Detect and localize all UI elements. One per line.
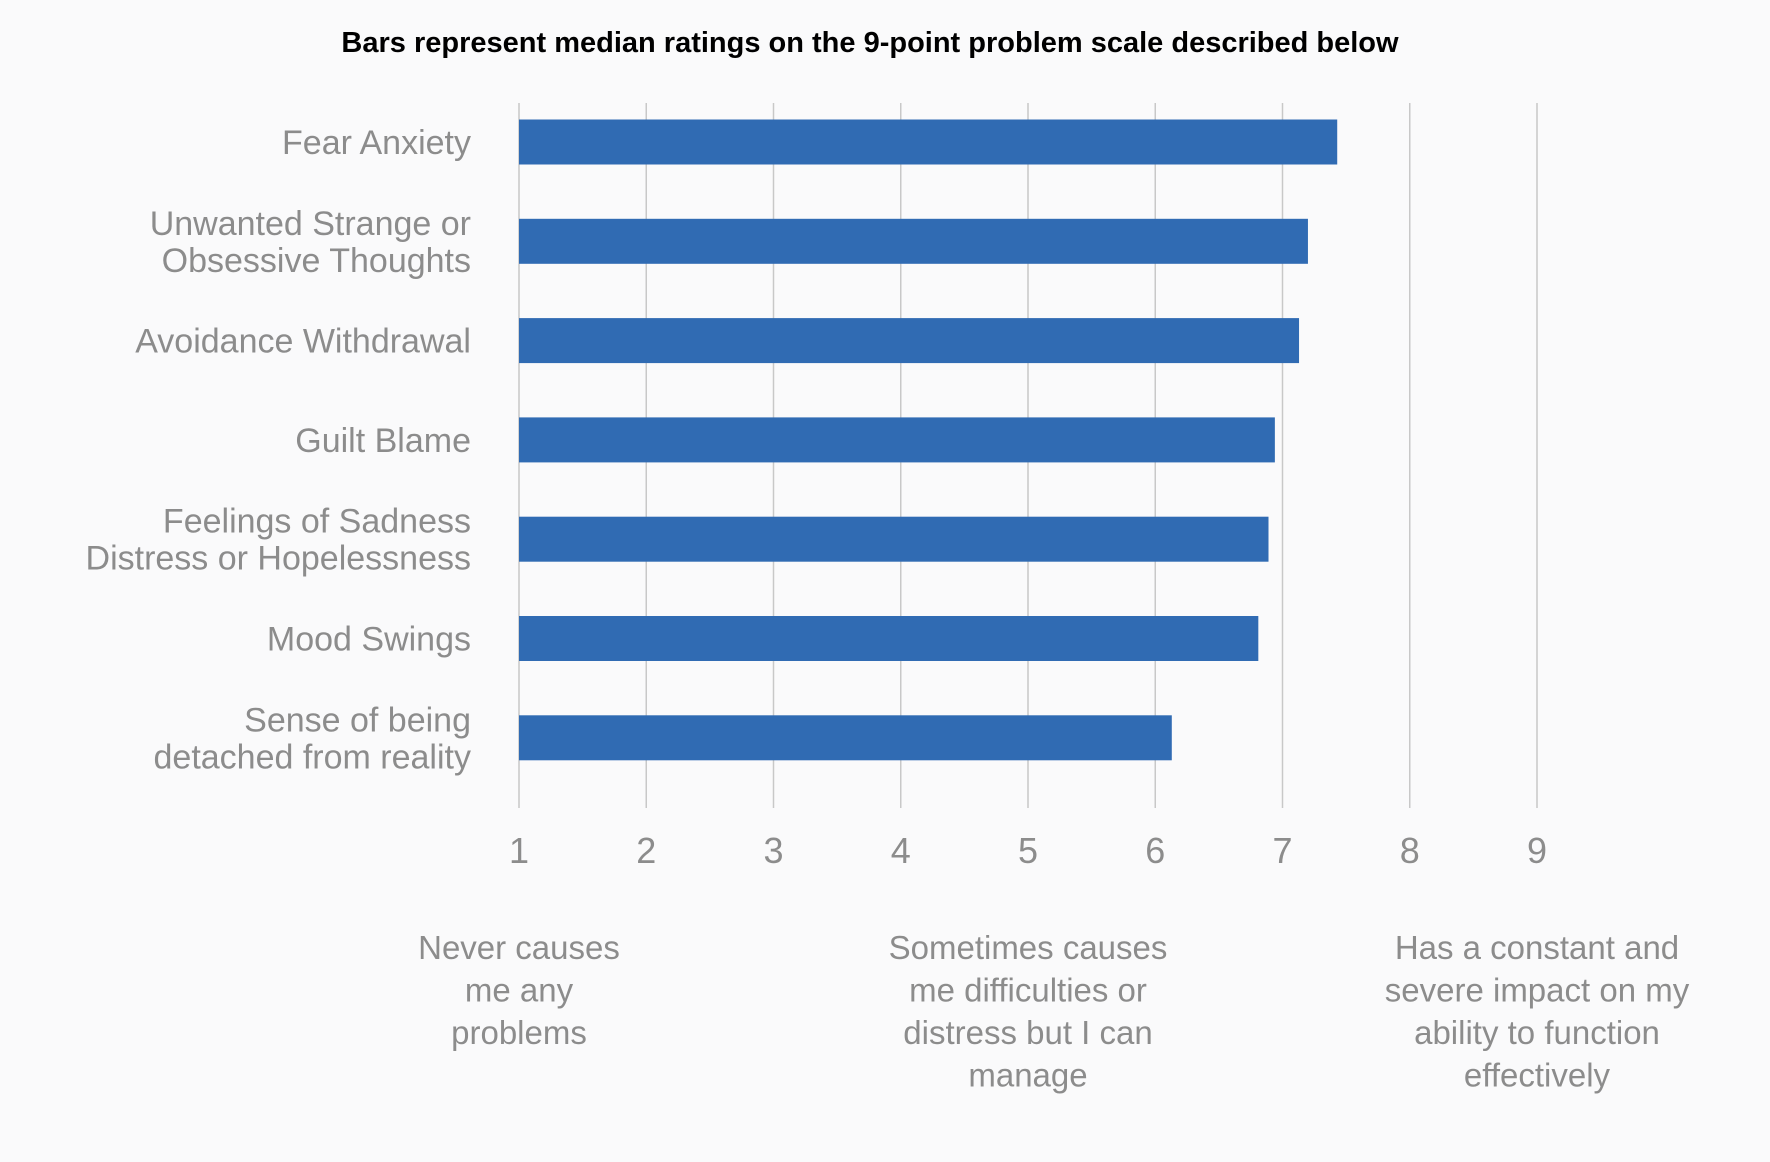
bar-5 xyxy=(519,516,1269,562)
bar-4 xyxy=(519,417,1275,463)
x-tick-label: 9 xyxy=(1527,830,1547,871)
category-label: Guilt Blame xyxy=(295,422,471,460)
scale-anchor-line: ability to function xyxy=(1414,1014,1660,1051)
scale-anchor-line: problems xyxy=(451,1014,587,1051)
bar-6 xyxy=(519,616,1259,661)
scale-anchor-line: distress but I can xyxy=(903,1014,1152,1051)
x-tick-label: 1 xyxy=(509,830,529,871)
x-tick-label: 8 xyxy=(1400,830,1420,871)
bar-2 xyxy=(519,218,1308,264)
scale-anchor-line: Never causes xyxy=(418,929,620,966)
scale-anchor-line: effectively xyxy=(1464,1057,1611,1094)
scale-anchor-line: me any xyxy=(465,972,574,1009)
scale-anchor-line: manage xyxy=(968,1057,1087,1094)
x-tick-label: 6 xyxy=(1145,830,1165,871)
scale-anchor-2: Sometimes causes me difficulties or distre… xyxy=(889,929,1168,1094)
x-tick-label: 4 xyxy=(891,830,911,871)
scale-anchor-3: Has a constant and severe impact on my abi… xyxy=(1385,929,1690,1094)
category-labels: Fear Anxiety Unwanted Strange orObsessive… xyxy=(86,124,471,776)
bars xyxy=(519,119,1338,761)
category-label: Avoidance Withdrawal xyxy=(135,323,471,361)
category-label: Distress or Hopelessness xyxy=(86,540,471,578)
scale-anchor-line: Has a constant and xyxy=(1395,929,1679,966)
category-label: Obsessive Thoughts xyxy=(162,242,471,280)
scale-anchor-line: severe impact on my xyxy=(1385,972,1690,1009)
bar-3 xyxy=(519,318,1300,364)
scale-anchor-labels: Never causes me any problems Sometimes caus… xyxy=(418,929,1690,1094)
category-label: Fear Anxiety xyxy=(282,124,471,162)
bar-1 xyxy=(519,119,1338,165)
chart-title: Bars represent median ratings on the 9-p… xyxy=(341,27,1399,59)
category-label: Mood Swings xyxy=(267,621,471,659)
scale-anchor-line: me difficulties or xyxy=(909,972,1147,1009)
x-tick-label: 3 xyxy=(763,830,783,871)
scale-anchor-1: Never causes me any problems xyxy=(418,929,620,1051)
category-label: detached from reality xyxy=(154,738,472,776)
x-tick-label: 2 xyxy=(636,830,656,871)
category-label: Sense of being xyxy=(244,701,471,739)
x-tick-labels: 1 2 3 4 5 6 7 8 9 xyxy=(509,830,1547,871)
x-tick-label: 5 xyxy=(1018,830,1038,871)
bar-7 xyxy=(519,715,1172,761)
category-label: Feelings of Sadness xyxy=(163,503,471,541)
x-tick-label: 7 xyxy=(1272,830,1292,871)
scale-anchor-line: Sometimes causes xyxy=(889,929,1168,966)
category-label: Unwanted Strange or xyxy=(150,205,471,243)
